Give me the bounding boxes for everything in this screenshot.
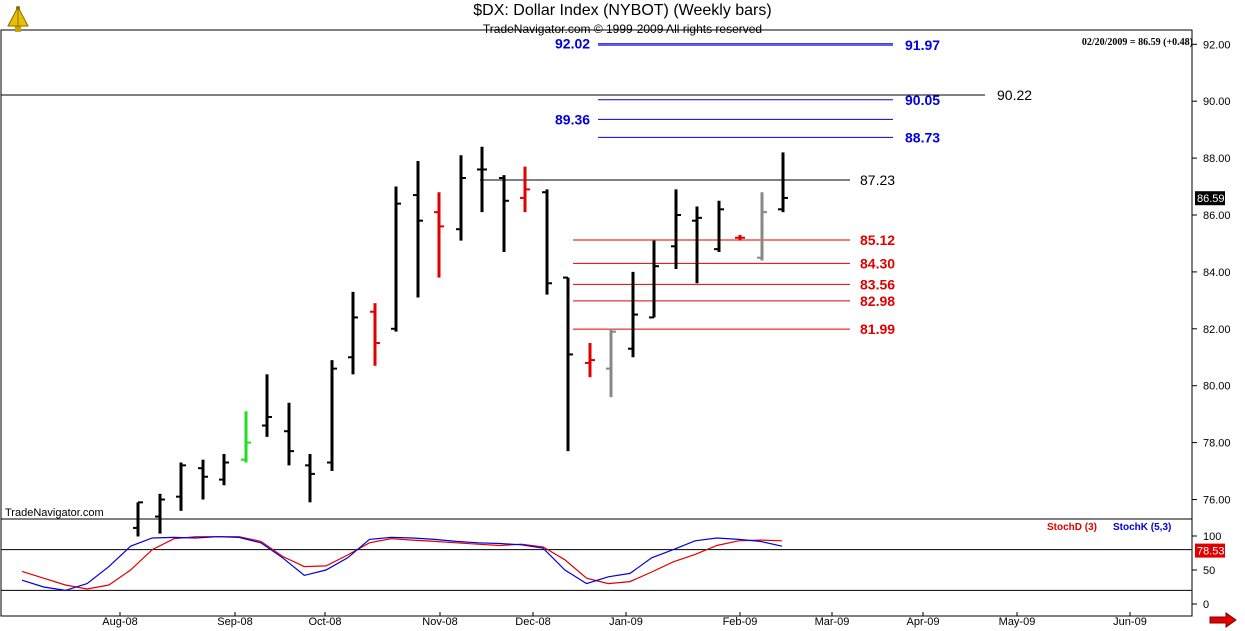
month-label: Jan-09	[609, 616, 643, 628]
price-tick-label: 86.00	[1203, 210, 1231, 222]
month-label: Jun-09	[1113, 616, 1147, 628]
price-tick-label: 82.00	[1203, 324, 1231, 336]
month-label: Nov-08	[422, 616, 457, 628]
last-price-label: 86.59	[1197, 193, 1225, 205]
copyright-text: TradeNavigator.com © 1999-2009 All right…	[482, 22, 763, 36]
level-label: 92.02	[555, 36, 590, 52]
level-label: 90.05	[905, 92, 940, 108]
price-tick-label: 88.00	[1203, 153, 1231, 165]
level-label: 89.36	[555, 111, 590, 127]
price-tick-label: 76.00	[1203, 495, 1231, 507]
stoch-tick-label: 0	[1203, 599, 1209, 611]
level-label: 87.23	[860, 172, 895, 188]
level-label: 90.22	[997, 87, 1032, 103]
month-label: Sep-08	[217, 616, 252, 628]
stochk-line	[21, 536, 783, 592]
month-label: Mar-09	[815, 616, 850, 628]
price-tick-label: 80.00	[1203, 381, 1231, 393]
level-label: 81.99	[860, 321, 895, 337]
month-label: May-09	[999, 616, 1036, 628]
level-label: 88.73	[905, 129, 940, 145]
stochd-line	[21, 536, 783, 590]
level-label: 91.97	[905, 37, 940, 53]
stoch-tick-label: 100	[1203, 531, 1221, 543]
chart-frame	[0, 29, 1193, 617]
level-label: 83.56	[860, 276, 895, 292]
price-tick-label: 78.00	[1203, 438, 1231, 450]
level-label: 85.12	[860, 232, 895, 248]
month-label: Aug-08	[102, 616, 137, 628]
chart-title: $DX: Dollar Index (NYBOT) (Weekly bars)	[473, 2, 772, 19]
watermark-text: TradeNavigator.com	[5, 507, 104, 519]
price-tick-label: 90.00	[1203, 96, 1231, 108]
stoch-value-box	[1195, 543, 1225, 558]
stochk-legend: StochK (5,3)	[1113, 522, 1172, 533]
price-tick-label: 92.00	[1203, 39, 1231, 51]
tradenavigator-logo-icon	[7, 5, 29, 32]
stoch-value-label: 78.53	[1197, 546, 1225, 558]
month-label: Apr-09	[906, 616, 939, 628]
scroll-right-arrow-icon[interactable]	[1208, 612, 1238, 628]
month-label: Oct-08	[308, 616, 341, 628]
month-label: Dec-08	[515, 616, 550, 628]
last-price-box	[1195, 191, 1225, 206]
month-label: Feb-09	[723, 616, 758, 628]
stoch-tick-label: 50	[1203, 565, 1215, 577]
stochd-legend: StochD (3)	[1047, 522, 1097, 533]
price-tick-label: 84.00	[1203, 267, 1231, 279]
quote-readout: 02/20/2009 = 86.59 (+0.48)	[1081, 37, 1193, 48]
level-label: 82.98	[860, 293, 895, 309]
level-label: 84.30	[860, 255, 895, 271]
